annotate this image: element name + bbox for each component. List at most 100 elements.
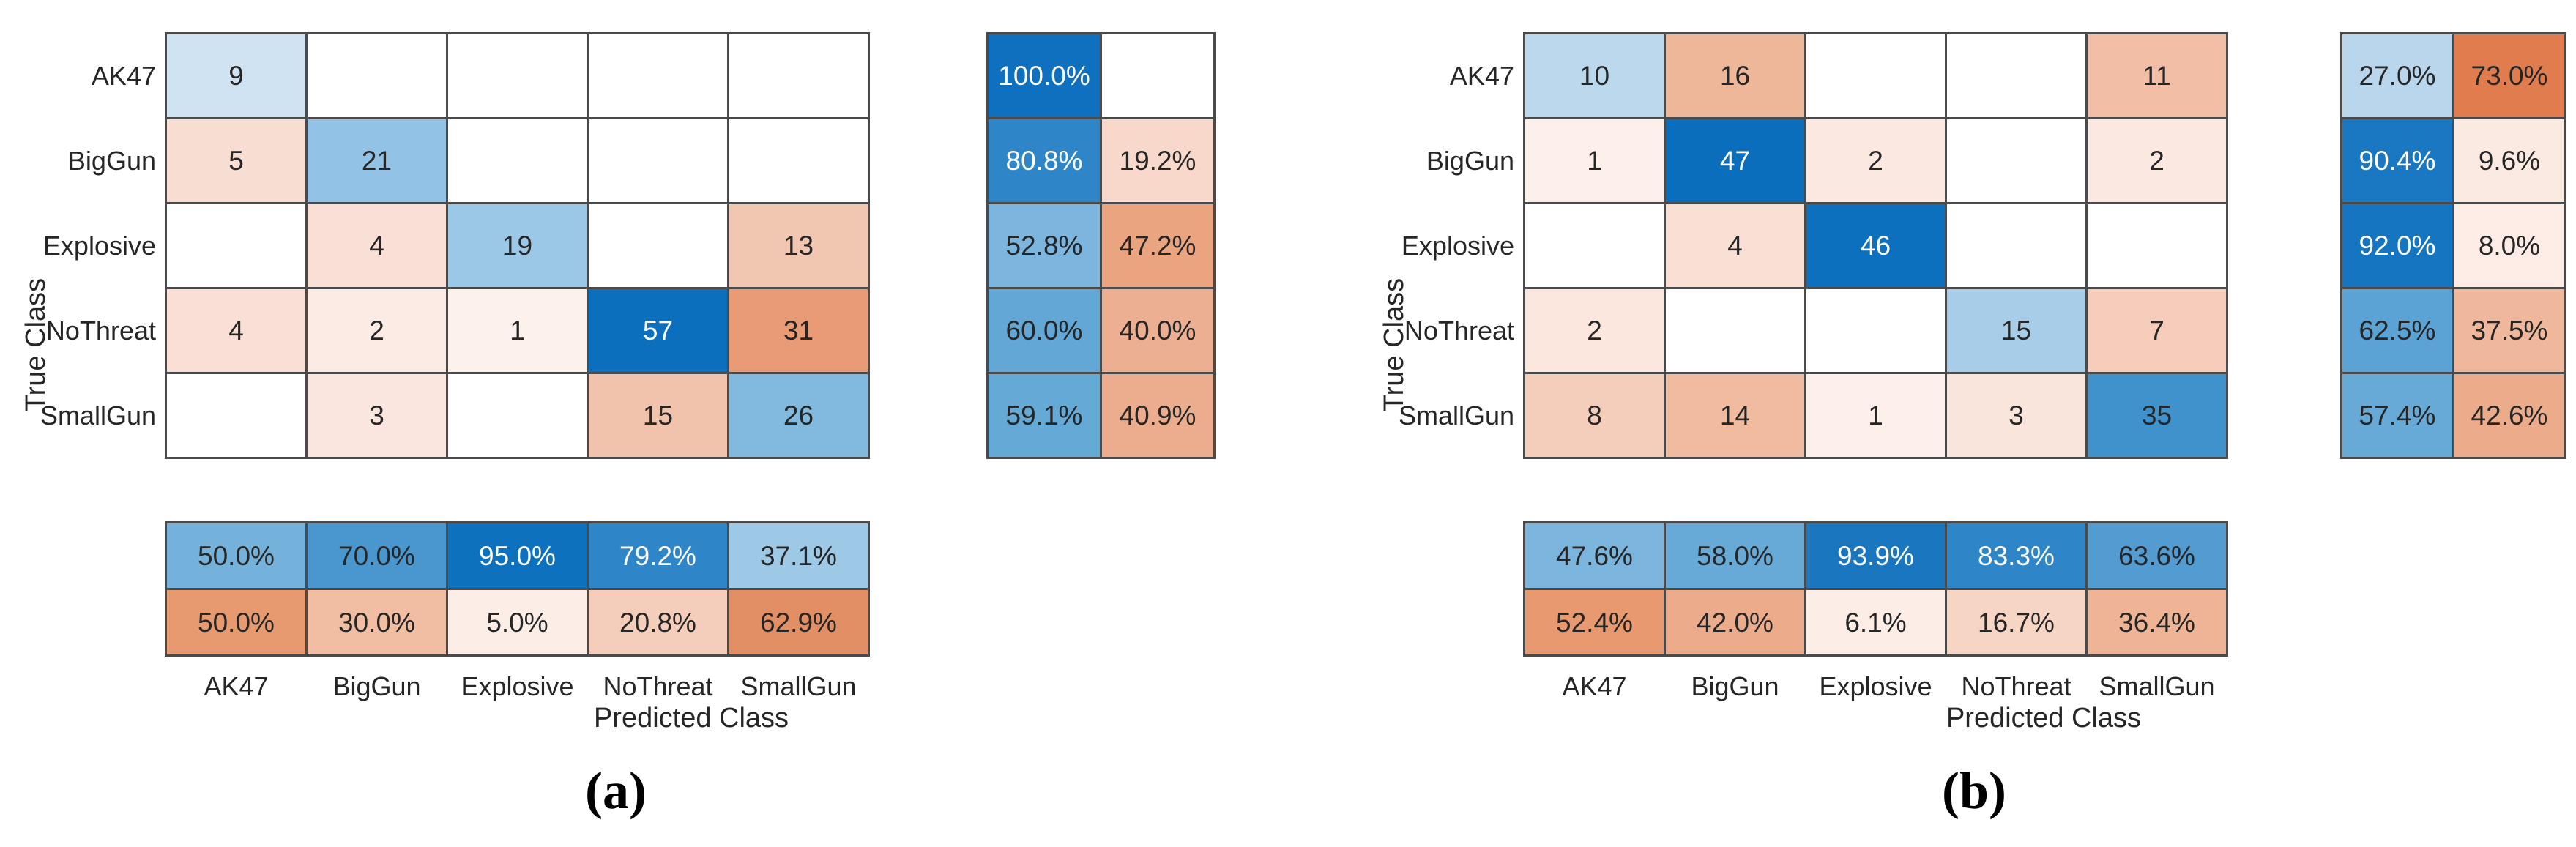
row-label: Explosive [1401, 230, 1514, 261]
row-label: AK47 [1449, 60, 1514, 91]
matrix-cell [1947, 119, 2085, 202]
row-summary: 100.0% 80.8% 19.2% 52.8% 47.2% 60.0% 40.0% 59.1… [986, 32, 1216, 459]
row-label: NoThreat [1404, 315, 1514, 346]
column-summary-cell: 47.6% [1525, 523, 1664, 588]
row-summary-cell: 73.0% [2454, 34, 2564, 117]
row-label: BigGun [1426, 145, 1514, 176]
matrix-cell [1806, 289, 1945, 372]
column-label: AK47 [1562, 671, 1627, 701]
matrix-cell: 2 [308, 289, 446, 372]
matrix-cell [589, 119, 727, 202]
row-summary-cell: 62.5% [2342, 289, 2452, 372]
matrix-cell: 2 [1806, 119, 1945, 202]
matrix-cell: 21 [308, 119, 446, 202]
figure-caption: (a) [585, 761, 647, 820]
matrix-cell: 31 [729, 289, 868, 372]
matrix-cell: 1 [1806, 374, 1945, 457]
column-label: NoThreat [603, 671, 713, 701]
row-summary-cell: 40.9% [1102, 374, 1213, 457]
column-summary-cell: 16.7% [1947, 590, 2085, 654]
matrix-cell: 26 [729, 374, 868, 457]
row-summary-cell: 80.8% [989, 119, 1100, 202]
x-axis-title: Predicted Class [593, 703, 789, 734]
matrix-cell: 8 [1525, 374, 1664, 457]
matrix-cell: 14 [1666, 374, 1804, 457]
matrix-cell [308, 34, 446, 117]
matrix-cell [589, 204, 727, 287]
matrix-cell [167, 204, 305, 287]
row-summary-cell: 40.0% [1102, 289, 1213, 372]
matrix-cell [448, 119, 587, 202]
matrix-cell [448, 374, 587, 457]
column-summary-cell: 5.0% [448, 590, 587, 654]
column-summary-cell: 37.1% [729, 523, 868, 588]
matrix-cell [1806, 34, 1945, 117]
row-summary-cell [1102, 34, 1213, 117]
row-summary-cell: 92.0% [2342, 204, 2452, 287]
matrix-cell [1947, 204, 2085, 287]
matrix-cell [448, 34, 587, 117]
column-summary-cell: 50.0% [167, 590, 305, 654]
row-summary: 27.0% 73.0% 90.4% 9.6% 92.0% 8.0% 62.5% 37.5% 57… [2340, 32, 2566, 459]
matrix-cell: 2 [2088, 119, 2226, 202]
matrix-cell: 1 [448, 289, 587, 372]
column-summary: 47.6% 58.0% 93.9% 83.3% 63.6% 52.4% 42.0% 6.1% 1… [1523, 521, 2228, 657]
matrix-cell: 15 [1947, 289, 2085, 372]
column-label: SmallGun [2099, 671, 2215, 701]
matrix-cell: 15 [589, 374, 727, 457]
column-summary-cell: 58.0% [1666, 523, 1804, 588]
matrix-cell: 19 [448, 204, 587, 287]
confusion-matrix: 10 16 11 1 47 2 2 4 46 2 15 7 8 14 1 3 35 [1523, 32, 2228, 459]
column-summary-cell: 52.4% [1525, 590, 1664, 654]
column-label: Explosive [1819, 671, 1932, 701]
row-label: Explosive [42, 230, 156, 261]
row-summary-cell: 90.4% [2342, 119, 2452, 202]
row-label: SmallGun [40, 400, 156, 430]
matrix-cell [729, 119, 868, 202]
matrix-cell: 7 [2088, 289, 2226, 372]
matrix-cell: 3 [1947, 374, 2085, 457]
matrix-cell [729, 34, 868, 117]
row-summary-cell: 27.0% [2342, 34, 2452, 117]
x-axis-title: Predicted Class [1946, 703, 2142, 734]
row-summary-cell: 60.0% [989, 289, 1100, 372]
column-summary-cell: 93.9% [1806, 523, 1945, 588]
column-label: NoThreat [1961, 671, 2071, 701]
matrix-cell: 10 [1525, 34, 1664, 117]
column-summary-cell: 42.0% [1666, 590, 1804, 654]
row-label: NoThreat [45, 315, 156, 346]
row-summary-cell: 19.2% [1102, 119, 1213, 202]
row-label: SmallGun [1398, 400, 1514, 430]
matrix-cell: 3 [308, 374, 446, 457]
column-summary-cell: 63.6% [2088, 523, 2226, 588]
matrix-cell: 1 [1525, 119, 1664, 202]
row-summary-cell: 9.6% [2454, 119, 2564, 202]
matrix-cell [167, 374, 305, 457]
column-summary-cell: 83.3% [1947, 523, 2085, 588]
matrix-cell [1947, 34, 2085, 117]
matrix-cell: 4 [308, 204, 446, 287]
column-summary-cell: 36.4% [2088, 590, 2226, 654]
matrix-cell: 35 [2088, 374, 2226, 457]
row-summary-cell: 59.1% [989, 374, 1100, 457]
matrix-cell: 9 [167, 34, 305, 117]
matrix-cell: 47 [1666, 119, 1804, 202]
row-label: BigGun [67, 145, 156, 176]
column-summary-cell: 20.8% [589, 590, 727, 654]
column-summary: 50.0% 70.0% 95.0% 79.2% 37.1% 50.0% 30.0% 5.0% 2… [165, 521, 870, 657]
matrix-cell: 16 [1666, 34, 1804, 117]
matrix-cell: 13 [729, 204, 868, 287]
column-label: BigGun [1691, 671, 1779, 701]
matrix-cell [2088, 204, 2226, 287]
row-summary-cell: 57.4% [2342, 374, 2452, 457]
row-summary-cell: 42.6% [2454, 374, 2564, 457]
matrix-cell [1666, 289, 1804, 372]
matrix-cell: 57 [589, 289, 727, 372]
row-summary-cell: 37.5% [2454, 289, 2564, 372]
column-summary-cell: 79.2% [589, 523, 727, 588]
column-summary-cell: 6.1% [1806, 590, 1945, 654]
matrix-cell: 11 [2088, 34, 2226, 117]
matrix-cell: 46 [1806, 204, 1945, 287]
row-summary-cell: 52.8% [989, 204, 1100, 287]
column-label: Explosive [461, 671, 574, 701]
